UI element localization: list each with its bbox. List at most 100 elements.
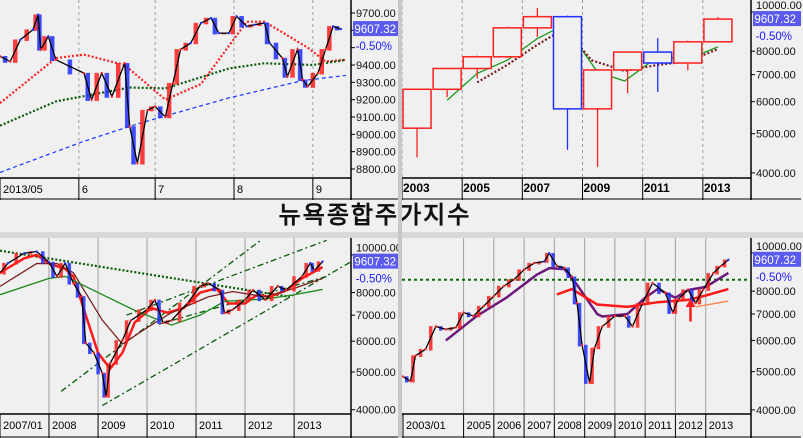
price-point (671, 311, 675, 314)
price-point (245, 25, 248, 28)
panel-toolbar-strip (0, 232, 398, 238)
moving-average-line (0, 58, 347, 127)
y-tick-label: 5000.00 (356, 367, 396, 379)
price-point (284, 288, 288, 292)
price-point (253, 23, 256, 26)
yearly-chart[interactable]: 2003 2005 2007 2009 2011 2013 10000.00 8000.00 7… (402, 0, 803, 200)
price-point (593, 346, 596, 350)
price-point (217, 31, 220, 35)
y-tick-label: 10000.00 (756, 241, 802, 253)
x-tick-label: 2012 (248, 420, 272, 432)
price-point (575, 301, 579, 305)
x-tick-label: 2003/01 (406, 420, 446, 432)
price-point (402, 375, 405, 378)
price-point (263, 21, 266, 25)
daily-chart[interactable]: 2013/05 6 7 8 9 9700.00 9400.00 9300.00 9200.00 9… (0, 0, 398, 200)
last-price-badge (753, 251, 801, 267)
price-point (179, 48, 182, 51)
panel-toolbar-strip (402, 232, 803, 238)
price-point (555, 264, 559, 268)
moving-average-line (0, 262, 323, 345)
price-point (0, 272, 2, 275)
price-point (186, 301, 190, 305)
price-point (462, 311, 465, 314)
x-tick-label: 2007 (523, 181, 550, 195)
y-tick-label: 6000.00 (756, 335, 796, 347)
y-tick-label: 6000.00 (356, 336, 396, 348)
price-point (231, 308, 234, 311)
price-point (268, 41, 271, 45)
x-tick-label: 2010 (150, 420, 174, 432)
candle-body (402, 88, 432, 129)
price-point (161, 321, 165, 325)
y-tick-label: 9700.00 (356, 8, 396, 20)
last-price-badge (353, 253, 398, 269)
candle-body (552, 15, 583, 110)
monthly-chart[interactable]: 2003/01 2005 2006 2007 2008 2009 2010 2011 2012 2… (402, 238, 803, 438)
price-point (719, 264, 722, 268)
x-tick-label: 2007/01 (3, 420, 43, 432)
x-tick-label: 2013 (297, 420, 321, 432)
price-point (309, 261, 312, 265)
candle-body (492, 27, 523, 58)
price-point (454, 326, 458, 329)
x-tick-label: 2008 (52, 420, 76, 432)
price-point (0, 55, 2, 58)
price-point (472, 314, 475, 318)
series-group (402, 7, 733, 167)
price-point (136, 162, 139, 165)
x-tick-label: 2011 (644, 181, 670, 195)
price-point (108, 362, 112, 365)
weekly-chart[interactable]: 2007/01 2008 2009 2010 2011 2012 2013 10000.00 8… (0, 238, 398, 438)
candle-body (612, 51, 643, 71)
trend-line (126, 239, 327, 316)
price-point (199, 21, 203, 25)
y-tick-label: 9200.00 (356, 95, 396, 107)
last-change-label: -0.50% (756, 272, 792, 284)
price-point (532, 261, 536, 265)
price-point (281, 56, 284, 60)
x-tick-label: 2013/05 (3, 184, 43, 196)
price-point (219, 288, 222, 292)
panel-splitter[interactable] (398, 0, 402, 438)
moving-average-line (0, 74, 346, 174)
price-point (727, 258, 730, 261)
x-tick-label: 2013 (704, 181, 731, 195)
y-tick-label: 10000.00 (356, 243, 398, 255)
last-change-label: -0.50% (756, 31, 792, 43)
yearly-chart-panel: 2003 2005 2007 2009 2011 2013 10000.00 8000.00 7… (402, 0, 803, 200)
y-tick-label: 4000.00 (356, 405, 396, 417)
y-tick-label: 4000.00 (756, 168, 796, 180)
candle-body (642, 51, 673, 64)
price-point (664, 291, 667, 295)
price-point (153, 298, 157, 302)
last-price-label: 9607.32 (754, 14, 796, 26)
price-point (701, 288, 705, 291)
x-tick-label: 2009 (584, 181, 611, 195)
price-point (276, 284, 279, 288)
chart-title: 뉴욕종합주가지수 (278, 201, 472, 229)
last-price-badge (353, 21, 398, 37)
price-point (223, 311, 226, 315)
last-price-label: 9607.32 (354, 257, 396, 269)
price-point (146, 108, 149, 112)
price-point (209, 16, 213, 20)
price-point (145, 308, 149, 311)
x-tick-label: 2008 (557, 420, 581, 432)
price-point (31, 28, 35, 31)
price-point (414, 354, 417, 357)
last-change-label: -0.50% (356, 41, 392, 53)
weekly-chart-panel: 2007/01 2008 2009 2010 2011 2012 2013 10000.00 8… (0, 238, 398, 438)
y-tick-label: 9100.00 (356, 112, 396, 124)
price-point (84, 341, 87, 345)
y-tick-label: 6000.00 (756, 97, 796, 109)
series-group (402, 252, 751, 384)
price-point (502, 284, 505, 288)
last-change-label: -0.50% (356, 274, 392, 286)
price-point (128, 125, 131, 128)
x-tick-label: 2011 (199, 420, 223, 432)
y-tick-label: 7000.00 (356, 310, 396, 322)
y-tick-label: 8800.00 (356, 164, 396, 176)
price-point (90, 98, 93, 101)
price-point (92, 351, 96, 355)
